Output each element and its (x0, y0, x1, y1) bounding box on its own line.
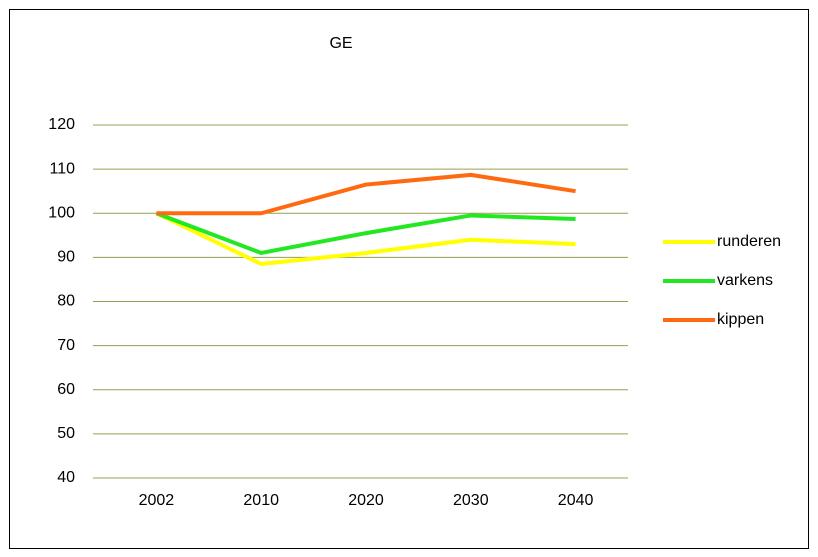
y-tick-label: 120 (48, 116, 75, 133)
y-tick-label: 100 (48, 204, 75, 221)
y-tick-label: 110 (49, 160, 75, 177)
legend-label: runderen (717, 233, 781, 250)
series-line (156, 172, 576, 216)
x-tick-label: 2010 (243, 492, 279, 509)
legend-label: varkens (717, 272, 773, 289)
y-tick-label: 80 (57, 293, 75, 310)
x-tick-label: 2030 (453, 492, 489, 509)
series-line (155, 211, 576, 266)
y-tick-label: 50 (57, 425, 75, 442)
series-line (155, 211, 576, 255)
chart-title: GE (329, 35, 352, 52)
x-tick-label: 2020 (348, 492, 384, 509)
y-tick-label: 60 (57, 381, 75, 398)
legend-label: kippen (717, 311, 764, 328)
y-tick-label: 40 (57, 469, 75, 486)
y-tick-label: 90 (57, 249, 75, 266)
x-tick-label: 2040 (558, 492, 594, 509)
y-tick-label: 70 (57, 337, 75, 354)
x-tick-label: 2002 (139, 492, 175, 509)
